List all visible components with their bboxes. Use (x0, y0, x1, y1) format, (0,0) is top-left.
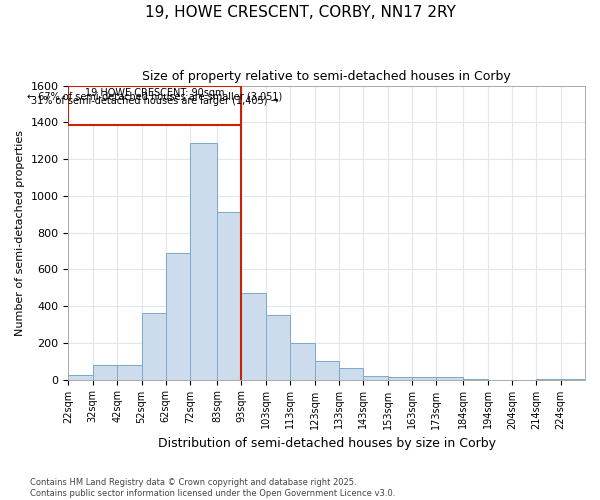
Bar (166, 253, 190, 380)
Bar (142, 314, 166, 380)
Bar (388, 377, 412, 380)
Bar (68, 86, 241, 125)
Bar (217, 212, 241, 380)
Text: 19, HOWE CRESCENT, CORBY, NN17 2RY: 19, HOWE CRESCENT, CORBY, NN17 2RY (145, 5, 455, 20)
Bar (290, 343, 314, 380)
Bar (339, 368, 363, 380)
Bar (412, 377, 436, 380)
Bar (314, 361, 339, 380)
Bar (560, 378, 585, 380)
Bar (266, 316, 290, 380)
Bar (241, 293, 266, 380)
Text: 19 HOWE CRESCENT: 90sqm: 19 HOWE CRESCENT: 90sqm (85, 88, 224, 98)
Title: Size of property relative to semi-detached houses in Corby: Size of property relative to semi-detach… (142, 70, 511, 83)
Bar (363, 376, 388, 380)
Text: 31% of semi-detached houses are larger (1,405) →: 31% of semi-detached houses are larger (… (31, 96, 279, 106)
Bar (463, 378, 488, 380)
X-axis label: Distribution of semi-detached houses by size in Corby: Distribution of semi-detached houses by … (158, 437, 496, 450)
Bar (117, 365, 142, 380)
Text: Contains HM Land Registry data © Crown copyright and database right 2025.
Contai: Contains HM Land Registry data © Crown c… (30, 478, 395, 498)
Bar (536, 378, 560, 380)
Bar (93, 365, 117, 380)
Text: ← 67% of semi-detached houses are smaller (3,051): ← 67% of semi-detached houses are smalle… (27, 92, 283, 102)
Y-axis label: Number of semi-detached properties: Number of semi-detached properties (15, 130, 25, 336)
Bar (68, 375, 93, 380)
Bar (190, 142, 217, 380)
Bar (436, 377, 463, 380)
